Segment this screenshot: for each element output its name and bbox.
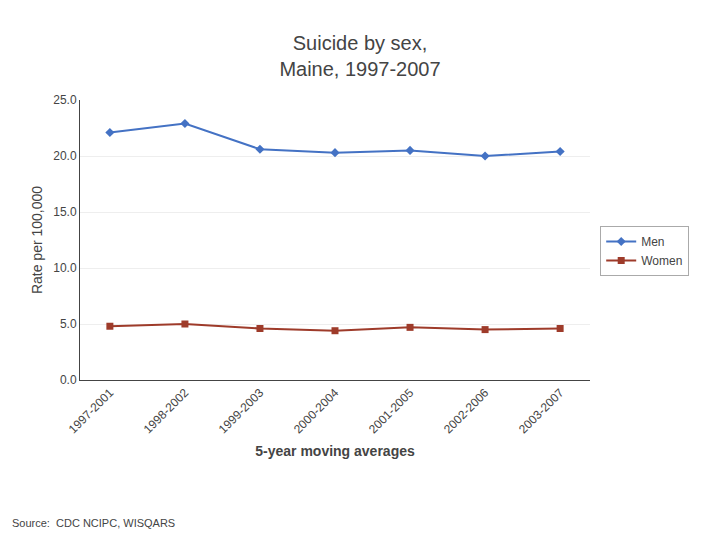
svg-text:2003-2007: 2003-2007 [516, 386, 567, 437]
svg-text:5.0: 5.0 [60, 317, 77, 331]
svg-text:25.0: 25.0 [53, 93, 77, 107]
svg-text:1997-2001: 1997-2001 [66, 386, 117, 437]
svg-text:2000-2004: 2000-2004 [291, 386, 342, 437]
svg-text:15.0: 15.0 [53, 205, 77, 219]
svg-text:2002-2006: 2002-2006 [441, 386, 492, 437]
svg-text:10.0: 10.0 [53, 261, 77, 275]
svg-text:Men: Men [641, 235, 664, 249]
svg-text:2001-2005: 2001-2005 [366, 386, 417, 437]
svg-text:Rate per 100,000: Rate per 100,000 [29, 186, 45, 294]
svg-text:1998-2002: 1998-2002 [141, 386, 192, 437]
svg-text:Women: Women [641, 254, 682, 268]
svg-text:0.0: 0.0 [60, 373, 77, 387]
svg-text:Suicide by sex,Maine, 1997-200: Suicide by sex,Maine, 1997-2007 [279, 32, 440, 80]
svg-text:Source: CDC NCIPC, WISQARS: Source: CDC NCIPC, WISQARS [12, 517, 175, 529]
svg-text:5-year moving averages: 5-year moving averages [255, 443, 415, 459]
svg-text:20.0: 20.0 [53, 149, 77, 163]
svg-text:1999-2003: 1999-2003 [216, 386, 267, 437]
